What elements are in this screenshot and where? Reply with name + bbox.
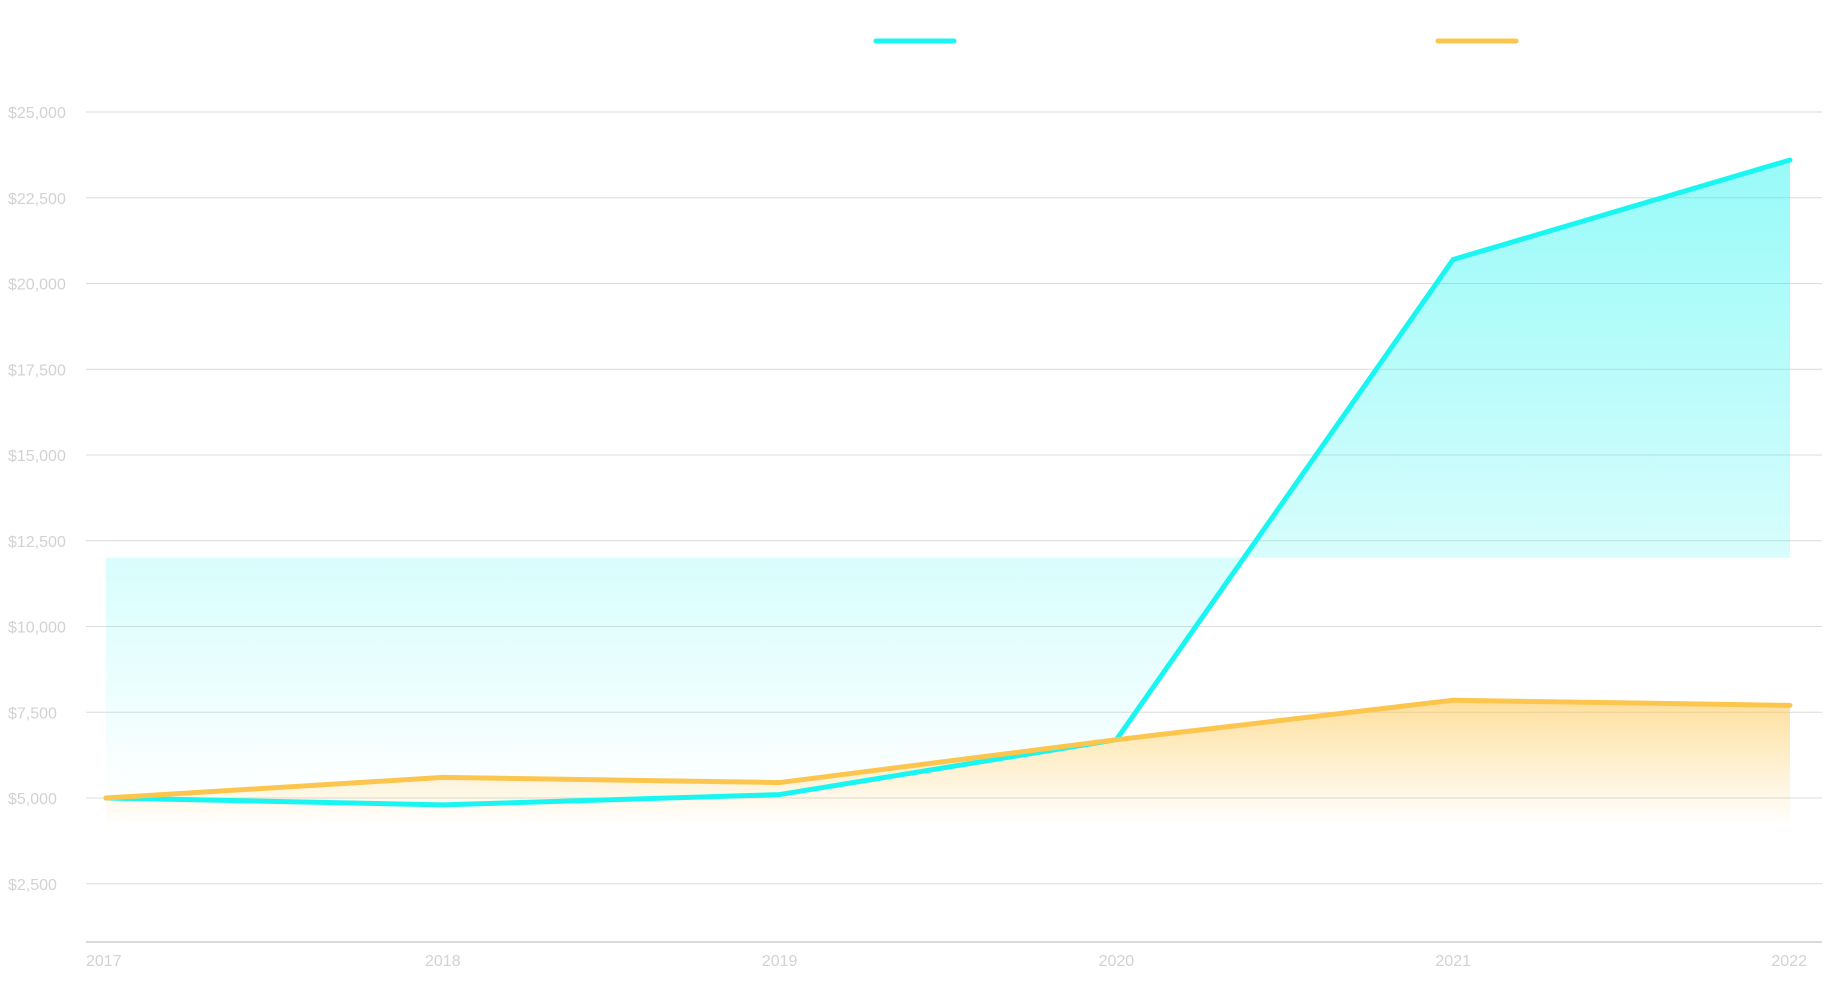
y-tick-label: $25,000 [8,105,66,122]
y-tick-label: $17,500 [8,362,66,379]
series-areas [106,160,1790,826]
series-area [106,160,1790,805]
y-tick-label: $22,500 [8,191,66,208]
series-lines [103,157,1793,808]
series-line [103,157,1793,808]
x-tick-label: 2021 [1435,953,1471,970]
y-tick-label: $15,000 [8,448,66,465]
x-tick-label: 2022 [1771,953,1807,970]
y-axis-tick-labels: $2,500 $5,000 $7,500 $10,000 $12,500 $15,000 $… [8,105,66,894]
y-tick-label: $5,000 [8,791,57,808]
x-tick-label: 2018 [425,953,461,970]
y-tick-label: $12,500 [8,534,66,551]
x-tick-label: 2017 [86,953,122,970]
y-tick-label: $7,500 [8,705,57,722]
series-line [103,697,1793,801]
x-axis-tick-labels: 2017 2018 2019 2020 2021 2022 [86,953,1807,970]
y-tick-label: $2,500 [8,877,57,894]
y-tick-label: $20,000 [8,277,66,294]
x-tick-label: 2019 [762,953,798,970]
x-tick-label: 2020 [1099,953,1135,970]
y-tick-label: $10,000 [8,620,66,637]
